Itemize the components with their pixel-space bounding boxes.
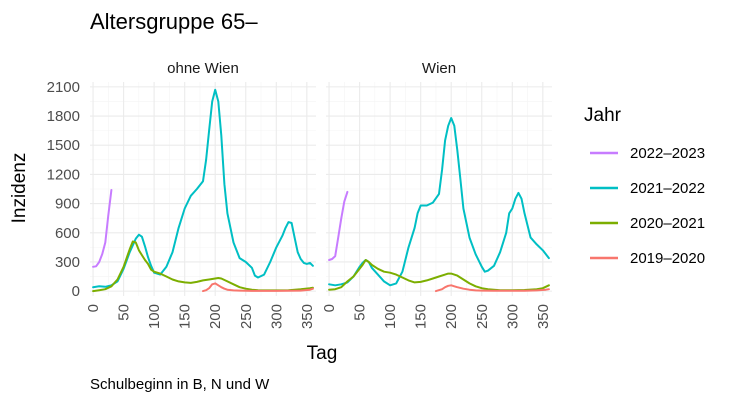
facet-label-ohne-wien: ohne Wien: [167, 60, 239, 77]
series-line-1: [92, 88, 314, 289]
y-tick-label: 900: [55, 196, 80, 213]
x-axis-title: Tag: [307, 343, 338, 364]
x-tick-label: 200: [443, 304, 460, 329]
y-tick-label: 600: [55, 225, 80, 242]
x-tick-label: 150: [413, 304, 430, 329]
legend: 2022–2023 2021–2022 2020–2021 2019–2020: [590, 145, 705, 267]
series-line-3: [434, 284, 550, 293]
y-tick-label: 1800: [47, 108, 80, 125]
y-tick-label: 300: [55, 254, 80, 271]
x-tick-label: 200: [207, 304, 224, 329]
x-tick-label: 300: [504, 304, 521, 329]
series-line-3: [202, 282, 314, 293]
x-tick-label: 0: [85, 304, 102, 312]
y-tick-label: 1200: [47, 166, 80, 183]
series-line-2: [92, 240, 314, 293]
x-tick-label: 250: [474, 304, 491, 329]
panel-ohne-wien: [90, 82, 316, 296]
x-axis-ticks-wien: 0 50 100 150 200 250 300 350: [321, 304, 552, 329]
x-tick-label: 350: [299, 304, 316, 329]
y-tick-label: 2100: [47, 79, 80, 96]
x-tick-label: 50: [352, 304, 369, 321]
x-tick-label: 150: [177, 304, 194, 329]
x-tick-label: 100: [382, 304, 399, 329]
legend-label: 2022–2023: [630, 145, 705, 162]
x-tick-label: 350: [535, 304, 552, 329]
x-axis-ticks-ohne-wien: 0 50 100 150 200 250 300 350: [85, 304, 316, 329]
series-line-1: [328, 117, 550, 287]
caption: Schulbeginn in B, N und W: [90, 376, 270, 393]
x-tick-label: 50: [116, 304, 133, 321]
series-line-0: [92, 189, 113, 268]
legend-label: 2021–2022: [630, 180, 705, 197]
facet-label-wien: Wien: [422, 60, 456, 77]
x-tick-label: 100: [146, 304, 163, 329]
legend-label: 2019–2020: [630, 250, 705, 267]
legend-label: 2020–2021: [630, 215, 705, 232]
y-tick-label: 0: [72, 283, 80, 300]
legend-title: Jahr: [584, 105, 622, 126]
x-tick-label: 300: [268, 304, 285, 329]
y-axis-ticks: 0 300 600 900 1200 1500 1800 2100: [47, 79, 80, 300]
series-line-0: [328, 190, 349, 261]
y-tick-label: 1500: [47, 137, 80, 154]
x-tick-label: 0: [321, 304, 338, 312]
series-line-2: [328, 259, 550, 292]
y-axis-title: Inzidenz: [9, 153, 30, 224]
x-tick-label: 250: [238, 304, 255, 329]
chart-title: Altersgruppe 65–: [90, 9, 258, 34]
panel-wien: [326, 82, 552, 296]
